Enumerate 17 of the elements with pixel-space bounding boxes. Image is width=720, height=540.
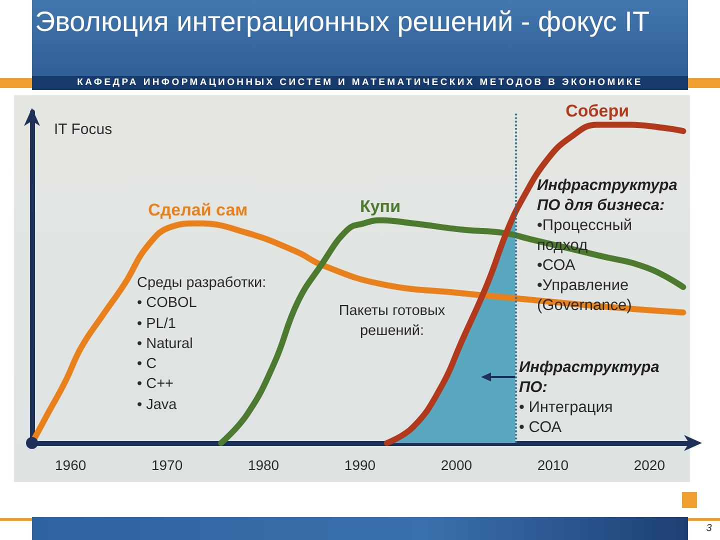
chart-title: Эволюция интеграционных решений - фокус IT — [35, 5, 650, 39]
series-label: Собери — [566, 102, 630, 121]
annotation: Инфраструктура ПО: • Интеграция • СОА — [519, 358, 660, 438]
x-tick-label: 1960 — [55, 457, 86, 473]
text: 3 — [705, 523, 713, 535]
annotation: Среды разработки: • COBOL • PL/1 • Natural • C • C++ • Java — [137, 274, 268, 415]
x-tick-label: 1990 — [344, 457, 376, 473]
chart-subtitle: КАФЕДРА ИНФОРМАЦИОННЫХ СИСТЕМ И МАТЕМАТИЧЕСКИХ МЕТОДОВ В ЭКОНОМИКЕ — [32, 76, 688, 90]
series-label: Купи — [360, 197, 401, 216]
y-axis-title: IT Focus — [54, 121, 112, 138]
x-tick-label: 2010 — [537, 457, 569, 473]
series-label: Сделай сам — [148, 200, 248, 220]
annotation: Пакеты готовых решений: — [338, 302, 446, 340]
x-tick-label: 1980 — [248, 457, 280, 473]
x-tick-label: 1970 — [151, 457, 183, 473]
x-tick-label: 2020 — [634, 457, 666, 473]
x-tick-label: 2000 — [440, 457, 472, 473]
